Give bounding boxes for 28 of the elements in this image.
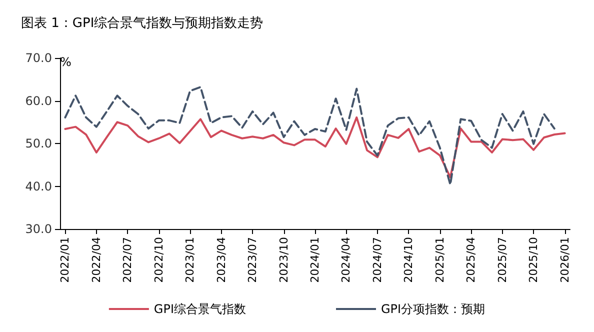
x-tick-label: 2024/10: [402, 237, 416, 283]
x-tick-label: 2023/10: [277, 237, 290, 283]
y-tick-label: 70.0: [25, 51, 52, 65]
x-tick-label: 2025/10: [527, 237, 540, 283]
x-tick-label: 2026/01: [558, 237, 572, 283]
x-tick-label: 2022/01: [58, 237, 72, 283]
y-tick-label: 40.0: [25, 179, 52, 194]
x-tick-label: 2022/07: [121, 237, 134, 283]
x-tick-label: 2024/07: [370, 237, 384, 283]
x-tick-label: 2024/01: [308, 237, 322, 283]
y-tick-label: 50.0: [25, 136, 52, 150]
x-tick-label: 2025/01: [433, 237, 446, 283]
chart-title: 图表 1：GPI综合景气指数与预期指数走势: [21, 16, 264, 31]
x-tick-label: 2025/04: [464, 237, 478, 283]
legend-label: GPI综合景气指数: [154, 302, 246, 316]
x-tick-label: 2024/04: [340, 237, 353, 283]
x-tick-label: 2023/01: [184, 237, 197, 283]
x-tick-label: 2023/07: [246, 237, 260, 283]
line-series: [64, 86, 556, 186]
y-axis-title: %: [60, 55, 72, 69]
x-tick-label: 2022/10: [152, 237, 166, 283]
y-tick-label: 60.0: [25, 94, 52, 108]
x-tick-label: 2023/04: [214, 237, 228, 283]
y-tick-label: 30.0: [25, 222, 52, 236]
line-series: [64, 116, 566, 178]
x-tick-label: 2025/07: [496, 237, 509, 283]
legend-label: GPI分项指数：预期: [381, 302, 486, 316]
x-tick-label: 2022/04: [90, 237, 103, 283]
